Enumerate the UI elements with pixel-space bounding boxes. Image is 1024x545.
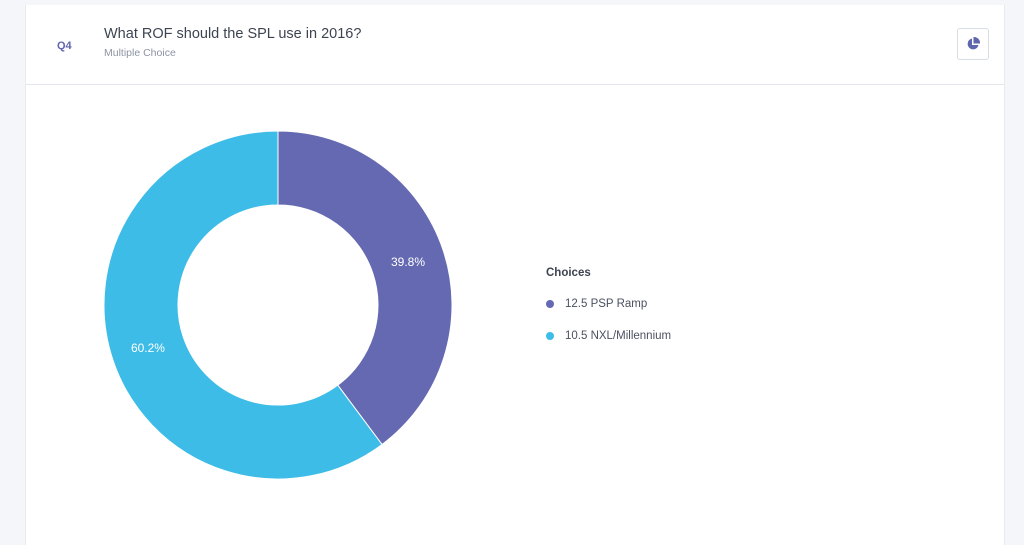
donut-slice[interactable] (103, 130, 383, 480)
legend-label: 12.5 PSP Ramp (565, 298, 648, 310)
slice-label: 39.8% (391, 255, 425, 269)
chart-area: 39.8% 60.2% Choices 12.5 PSP Ramp 10.5 NX… (26, 85, 1004, 545)
question-title: What ROF should the SPL use in 2016? (104, 26, 362, 42)
question-header: Q4 What ROF should the SPL use in 2016? … (26, 5, 1004, 85)
donut-slice[interactable] (277, 130, 453, 446)
chart-legend: Choices 12.5 PSP Ramp 10.5 NXL/Millenniu… (546, 267, 671, 360)
legend-dot (546, 300, 554, 308)
legend-item[interactable]: 12.5 PSP Ramp (546, 296, 671, 312)
legend-dot (546, 332, 554, 340)
pie-chart-icon (967, 37, 980, 50)
legend-title: Choices (546, 267, 591, 279)
slice-label: 60.2% (131, 341, 165, 355)
legend-label: 10.5 NXL/Millennium (565, 330, 672, 342)
question-card: Q4 What ROF should the SPL use in 2016? … (25, 5, 1005, 545)
chart-type-button[interactable] (957, 28, 989, 60)
legend-item[interactable]: 10.5 NXL/Millennium (546, 328, 671, 344)
donut-chart: 39.8% 60.2% (103, 130, 453, 480)
question-number: Q4 (57, 40, 72, 52)
question-type: Multiple Choice (104, 47, 176, 59)
